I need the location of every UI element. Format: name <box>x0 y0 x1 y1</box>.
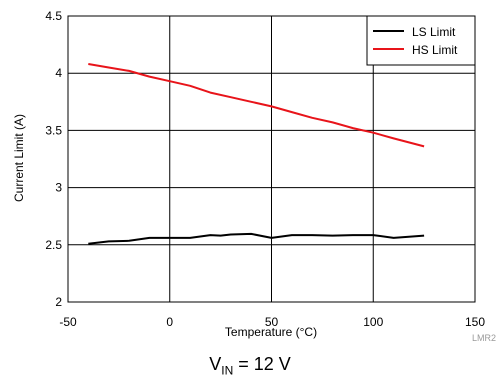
plot-frame <box>67 15 476 303</box>
series-line-ls-limit <box>88 232 425 245</box>
watermark-code: LMR2 <box>472 333 496 343</box>
caption-rest: = 12 V <box>233 354 291 374</box>
caption-main: V <box>209 354 222 374</box>
x-axis-title: Temperature (°C) <box>225 325 317 339</box>
series-line-hs-limit <box>88 63 425 148</box>
x-tick-label: 50 <box>265 315 279 329</box>
legend: LS Limit HS Limit <box>366 15 476 66</box>
y-tick-label: 3 <box>55 181 62 195</box>
y-tick-label: 2 <box>55 295 62 309</box>
legend-label-ls-limit: LS Limit <box>412 25 456 39</box>
x-tick-label: 0 <box>166 315 173 329</box>
y-tick-label: 4 <box>55 66 62 80</box>
y-tick-label: 4.5 <box>45 9 62 23</box>
caption-subscript: IN <box>221 363 234 378</box>
y-tick-label: 2.5 <box>45 238 62 252</box>
x-tick-label: 150 <box>465 315 485 329</box>
series-layer <box>88 63 425 245</box>
legend-box <box>366 15 476 66</box>
tick-labels: -50 0 50 100 150 2 2.5 3 3.5 4 4.5 <box>45 9 485 329</box>
y-axis-title: Current Limit (A) <box>12 114 26 202</box>
x-tick-label: -50 <box>59 315 77 329</box>
legend-label-hs-limit: HS Limit <box>412 43 458 57</box>
chart-caption: VIN = 12 V <box>0 354 500 378</box>
y-tick-label: 3.5 <box>45 123 62 137</box>
x-tick-label: 100 <box>363 315 383 329</box>
